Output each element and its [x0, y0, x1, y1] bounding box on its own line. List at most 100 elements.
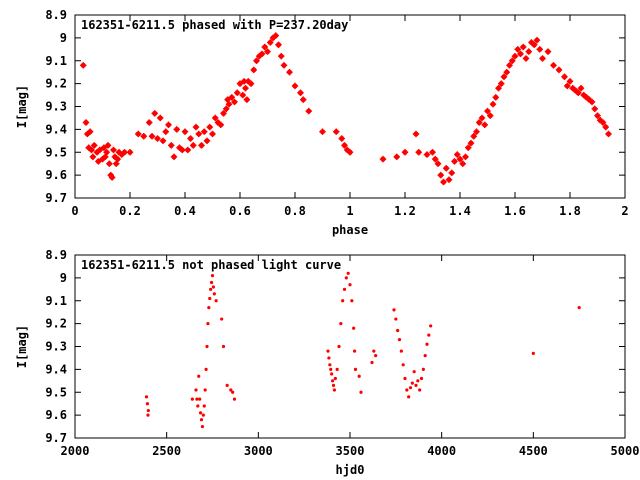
x-tick-label: 5000 — [611, 444, 640, 458]
data-point — [533, 36, 541, 44]
data-point — [357, 374, 361, 378]
data-point — [208, 296, 212, 301]
y-axis-title: I[mag] — [15, 85, 29, 128]
chart-panel-top: 0 0.2 0.4 0.6 0.8 1 1.2 1.4 1.6 1.8 2 8.9 9 9.1 9.2 9.3… — [15, 8, 629, 237]
data-point — [517, 50, 524, 58]
data-point — [564, 82, 571, 90]
data-point — [197, 374, 201, 378]
x-tick-label: 1.4 — [449, 204, 471, 218]
y-tick-label: 9.1 — [45, 294, 67, 308]
data-point — [353, 367, 358, 371]
data-point — [575, 89, 582, 96]
data-point — [206, 322, 210, 326]
data-point — [346, 271, 350, 275]
data-point — [432, 155, 439, 163]
data-point — [602, 123, 609, 131]
data-point — [300, 96, 307, 103]
data-point — [209, 287, 213, 291]
data-point — [392, 308, 396, 312]
x-axis-title: hjd0 — [336, 463, 365, 477]
chart-title: 162351-6211.5 phased with P=237.20day — [81, 18, 348, 32]
data-point — [481, 121, 488, 128]
data-point — [236, 80, 244, 87]
data-point — [462, 153, 469, 161]
data-point — [421, 367, 425, 371]
data-point — [207, 306, 211, 310]
y-tick-label: 9.1 — [45, 54, 67, 68]
x-tick-label: 4500 — [519, 444, 548, 458]
y-tick-label: 9.6 — [45, 408, 67, 422]
data-point — [211, 285, 216, 289]
data-point — [410, 381, 414, 385]
data-point — [514, 46, 521, 53]
data-point — [148, 133, 156, 140]
data-point — [484, 107, 491, 115]
data-point — [331, 383, 336, 387]
x-tick-label: 4000 — [427, 444, 456, 458]
data-point — [206, 123, 213, 131]
data-point — [121, 149, 128, 156]
y-tick-label: 8.9 — [45, 8, 67, 22]
x-tick-label: 1.6 — [504, 204, 526, 218]
data-point — [275, 41, 282, 48]
data-point — [407, 395, 411, 399]
data-point — [344, 276, 348, 280]
data-point — [196, 404, 200, 408]
data-point — [379, 155, 387, 163]
data-point — [506, 62, 513, 69]
data-point — [280, 62, 288, 69]
data-point — [414, 383, 418, 387]
data-point — [108, 174, 116, 181]
y-tick-label: 9.2 — [45, 317, 67, 331]
data-point — [228, 94, 235, 101]
data-point — [394, 317, 398, 321]
data-point — [352, 326, 356, 330]
data-point — [209, 280, 214, 285]
x-tick-label: 1.8 — [559, 204, 581, 218]
plot-frame — [74, 14, 626, 199]
data-point — [370, 360, 374, 365]
data-point — [297, 89, 304, 96]
data-point — [198, 411, 203, 415]
data-point — [448, 169, 455, 177]
data-point — [88, 146, 95, 154]
data-point — [327, 356, 331, 360]
y-tick-label: 9.7 — [45, 431, 67, 445]
data-point — [489, 101, 497, 108]
data-point — [544, 48, 552, 55]
data-point — [429, 324, 433, 328]
data-point — [220, 317, 224, 321]
data-point — [350, 299, 354, 303]
y-tick-label: 9 — [60, 271, 67, 285]
data-point — [253, 57, 260, 64]
data-point — [126, 149, 134, 156]
data-point — [374, 354, 378, 358]
data-point — [190, 142, 197, 149]
data-point — [151, 110, 158, 117]
data-point — [520, 43, 527, 51]
data-point — [434, 160, 442, 167]
data-point — [187, 135, 194, 142]
data-point — [337, 344, 341, 349]
data-point — [465, 144, 472, 151]
data-point — [278, 52, 285, 60]
data-point — [231, 98, 238, 106]
data-point — [165, 121, 172, 128]
data-point — [135, 130, 142, 138]
chart-title: 162351-6211.5 not phased light curve — [81, 258, 341, 272]
data-point — [555, 66, 563, 74]
data-point — [419, 376, 424, 381]
data-point — [184, 146, 191, 154]
y-tick-label: 9 — [60, 31, 67, 45]
data-point — [104, 142, 112, 149]
data-point — [476, 119, 483, 126]
data-point — [146, 408, 150, 413]
data-point — [247, 80, 255, 87]
data-point — [423, 151, 431, 158]
data-point — [192, 123, 200, 131]
x-tick-label: 0 — [71, 204, 78, 218]
x-tick-label: 0.8 — [284, 204, 306, 218]
data-point — [146, 413, 150, 417]
data-point — [339, 322, 343, 326]
data-point — [342, 287, 347, 291]
